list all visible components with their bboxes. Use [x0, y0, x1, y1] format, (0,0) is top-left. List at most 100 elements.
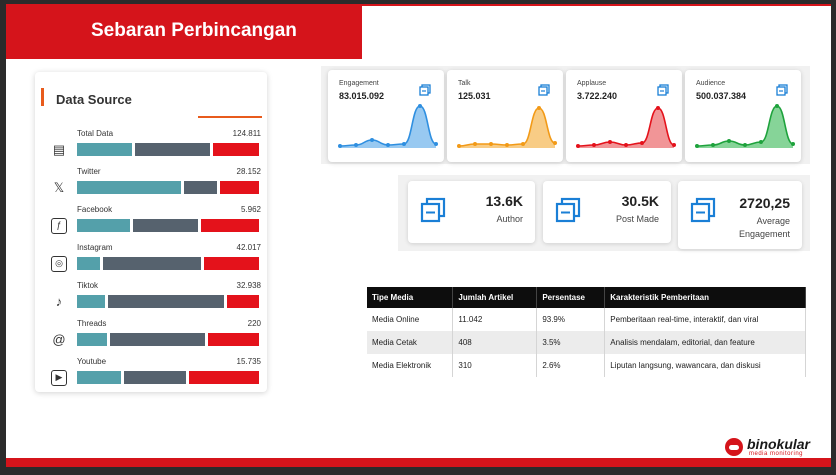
copy-icon[interactable] — [538, 84, 550, 96]
data-source-row: ◎ Instagram 42.017 — [35, 243, 267, 281]
table-header: Tipe Media — [367, 287, 454, 308]
sparkline-point — [576, 144, 580, 148]
sparkline-point — [711, 143, 715, 147]
data-source-accent — [41, 88, 44, 106]
copy-icon[interactable] — [420, 197, 446, 223]
sparkline-point — [386, 143, 390, 147]
kpi-sparkline — [338, 104, 438, 148]
table-row: Media Cetak 408 3.5% Analisis mendalam, edi… — [367, 331, 806, 354]
bar-segment — [102, 257, 202, 270]
stat-value: 2720,25 — [739, 195, 790, 211]
kpi-value: 3.722.240 — [577, 91, 618, 101]
sparkline-point — [775, 104, 779, 108]
data-source-row: 𝕏 Twitter 28.152 — [35, 167, 267, 205]
bar-segment — [204, 257, 259, 270]
source-distribution-bar — [77, 181, 259, 194]
kpi-sparkline — [457, 106, 557, 148]
tiktok-icon: ♪ — [55, 294, 63, 309]
source-name: Threads — [77, 319, 107, 328]
bar-segment — [227, 295, 259, 308]
source-name: Facebook — [77, 205, 113, 214]
bar-segment — [200, 219, 259, 232]
bar-segment — [183, 181, 218, 194]
data-source-title: Data Source — [56, 92, 132, 107]
stat-label: Average Engagement — [738, 216, 790, 239]
source-value: 220 — [247, 319, 261, 328]
title-band: Sebaran Perbincangan — [6, 4, 362, 59]
stat-value: 30.5K — [621, 193, 659, 209]
logo-icon — [725, 438, 743, 456]
kpi-value: 500.037.384 — [696, 91, 747, 101]
table-body: Media Online 11.042 93.9% Pemberitaan real-… — [367, 308, 806, 377]
copy-icon[interactable] — [776, 84, 788, 96]
table-cell: Media Online — [367, 308, 454, 331]
stat-value: 13.6K — [485, 193, 523, 209]
sparkline-point — [521, 142, 525, 146]
bar-segment — [134, 143, 211, 156]
kpi-card: Engagement 83.015.092 — [328, 70, 444, 162]
table-header: Karakteristik Pemberitaan — [604, 287, 806, 308]
table-header: Persentase — [536, 287, 606, 308]
kpi-sparkline — [576, 106, 676, 148]
table-cell: Pemberitaan real-time, interaktif, dan v… — [604, 308, 806, 331]
table-cell: 2.6% — [536, 354, 606, 377]
sparkline-point — [743, 143, 747, 147]
youtube-icon: ▶ — [51, 370, 67, 386]
sparkline-point — [791, 142, 795, 146]
logo-wordmark: binokular — [747, 436, 811, 452]
kpi-card: Applause 3.722.240 — [566, 70, 682, 162]
data-source-row: @ Threads 220 — [35, 319, 267, 357]
sparkline-point — [418, 104, 422, 108]
table-cell: 11.042 — [452, 308, 538, 331]
sparkline-point — [457, 144, 461, 148]
sparkline-point — [695, 144, 699, 148]
sparkline-point — [592, 143, 596, 147]
table-header: Jumlah Artikel — [452, 287, 538, 308]
page-title: Sebaran Perbincangan — [91, 20, 297, 41]
table-cell: 408 — [452, 331, 538, 354]
kpi-value: 125.031 — [458, 91, 491, 101]
bar-segment — [213, 143, 259, 156]
sparkline-area — [578, 108, 674, 148]
source-distribution-bar — [77, 257, 259, 270]
table-cell: 310 — [452, 354, 538, 377]
bar-segment — [77, 143, 132, 156]
sparkline-point — [672, 143, 676, 147]
slide: Sebaran Perbincangan Data Source ▤ Total … — [6, 4, 831, 467]
stat-card: 13.6K Author — [408, 181, 535, 243]
sparkline-point — [640, 141, 644, 145]
data-source-row: ▶ Youtube 15.735 — [35, 357, 267, 395]
source-value: 124.811 — [232, 129, 261, 138]
bar-segment — [77, 333, 107, 346]
stat-label: Post Made — [615, 214, 659, 224]
sparkline-point — [473, 142, 477, 146]
sparkline-point — [759, 140, 763, 144]
copy-icon[interactable] — [657, 84, 669, 96]
copy-icon[interactable] — [690, 197, 716, 223]
kpi-label: Engagement — [339, 80, 379, 87]
stat-label: Author — [496, 214, 523, 224]
copy-icon[interactable] — [419, 84, 431, 96]
sparkline-area — [340, 106, 436, 148]
bar-segment — [77, 371, 121, 384]
kpi-sparkline — [695, 104, 795, 148]
kpi-label: Audience — [696, 80, 726, 87]
source-value: 5.962 — [240, 205, 261, 214]
table-cell: Liputan langsung, wawancara, dan diskusi — [604, 354, 806, 377]
kpi-label: Applause — [577, 80, 607, 87]
source-distribution-bar — [77, 371, 259, 384]
bar-segment — [108, 295, 225, 308]
source-distribution-bar — [77, 143, 259, 156]
bar-segment — [77, 295, 106, 308]
data-source-row: ♪ Tiktok 32.938 — [35, 281, 267, 319]
source-value: 15.735 — [236, 357, 261, 366]
sparkline-point — [402, 142, 406, 146]
copy-icon[interactable] — [555, 197, 581, 223]
table-cell: 3.5% — [536, 331, 606, 354]
instagram-icon: ◎ — [51, 256, 67, 272]
title-rule — [362, 4, 831, 6]
sparkline-point — [727, 139, 731, 143]
sparkline-area — [459, 108, 555, 148]
data-source-row: ƒ Facebook 5.962 — [35, 205, 267, 243]
source-distribution-bar — [77, 333, 259, 346]
